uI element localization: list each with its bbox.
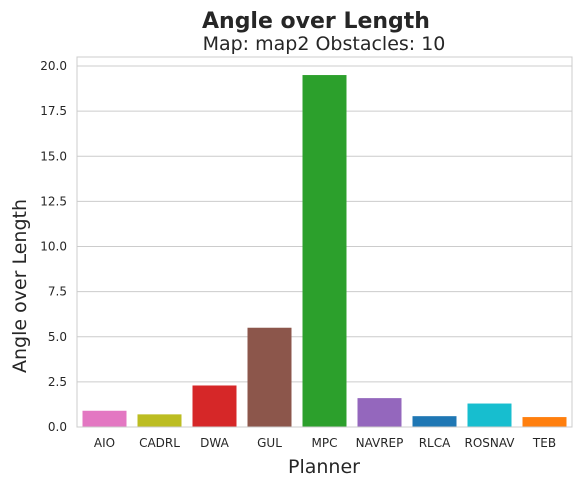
bar-teb	[522, 417, 567, 427]
bar-rosnav	[467, 403, 512, 427]
x-tick-label: DWA	[200, 436, 229, 450]
plot-frame	[76, 56, 573, 428]
x-tick-label: CADRL	[139, 436, 180, 450]
x-tick-label: GUL	[257, 436, 282, 450]
x-tick-label: AIO	[94, 436, 115, 450]
x-tick-labels: AIO CADRL DWA GUL MPC NAVREP RLCA ROSNAV TEB	[94, 436, 556, 450]
y-tick-label: 10.0	[40, 240, 67, 254]
bar-gul	[247, 327, 292, 427]
y-axis-title: Angle over Length	[9, 199, 31, 373]
chart-subtitle: Map: map2 Obstacles: 10	[203, 33, 446, 55]
y-tick-label: 2.5	[48, 375, 67, 389]
x-tick-label: ROSNAV	[464, 436, 515, 450]
x-tick-label: RLCA	[419, 436, 451, 450]
y-tick-label: 17.5	[40, 104, 67, 118]
bar-cadrl	[137, 414, 182, 427]
y-tick-label: 12.5	[40, 194, 67, 208]
bar-navrep	[357, 398, 402, 427]
y-tick-label: 5.0	[48, 330, 67, 344]
bar-rlca	[412, 416, 457, 427]
chart-title: Angle over Length	[202, 9, 430, 34]
bar-mpc	[302, 75, 347, 428]
x-tick-label: MPC	[312, 436, 338, 450]
y-tick-label: 15.0	[40, 149, 67, 163]
bars	[82, 75, 567, 428]
bar-dwa	[192, 385, 237, 427]
bar-aio	[82, 410, 127, 427]
y-tick-label: 0.0	[48, 420, 67, 434]
x-tick-label: TEB	[532, 436, 556, 450]
y-tick-labels: 0.0 2.5 5.0 7.5 10.0 12.5 15.0 17.5 20.0	[40, 59, 67, 434]
x-axis-title: Planner	[288, 456, 360, 478]
y-tick-label: 7.5	[48, 285, 67, 299]
x-tick-label: NAVREP	[356, 436, 404, 450]
y-tick-label: 20.0	[40, 59, 67, 73]
